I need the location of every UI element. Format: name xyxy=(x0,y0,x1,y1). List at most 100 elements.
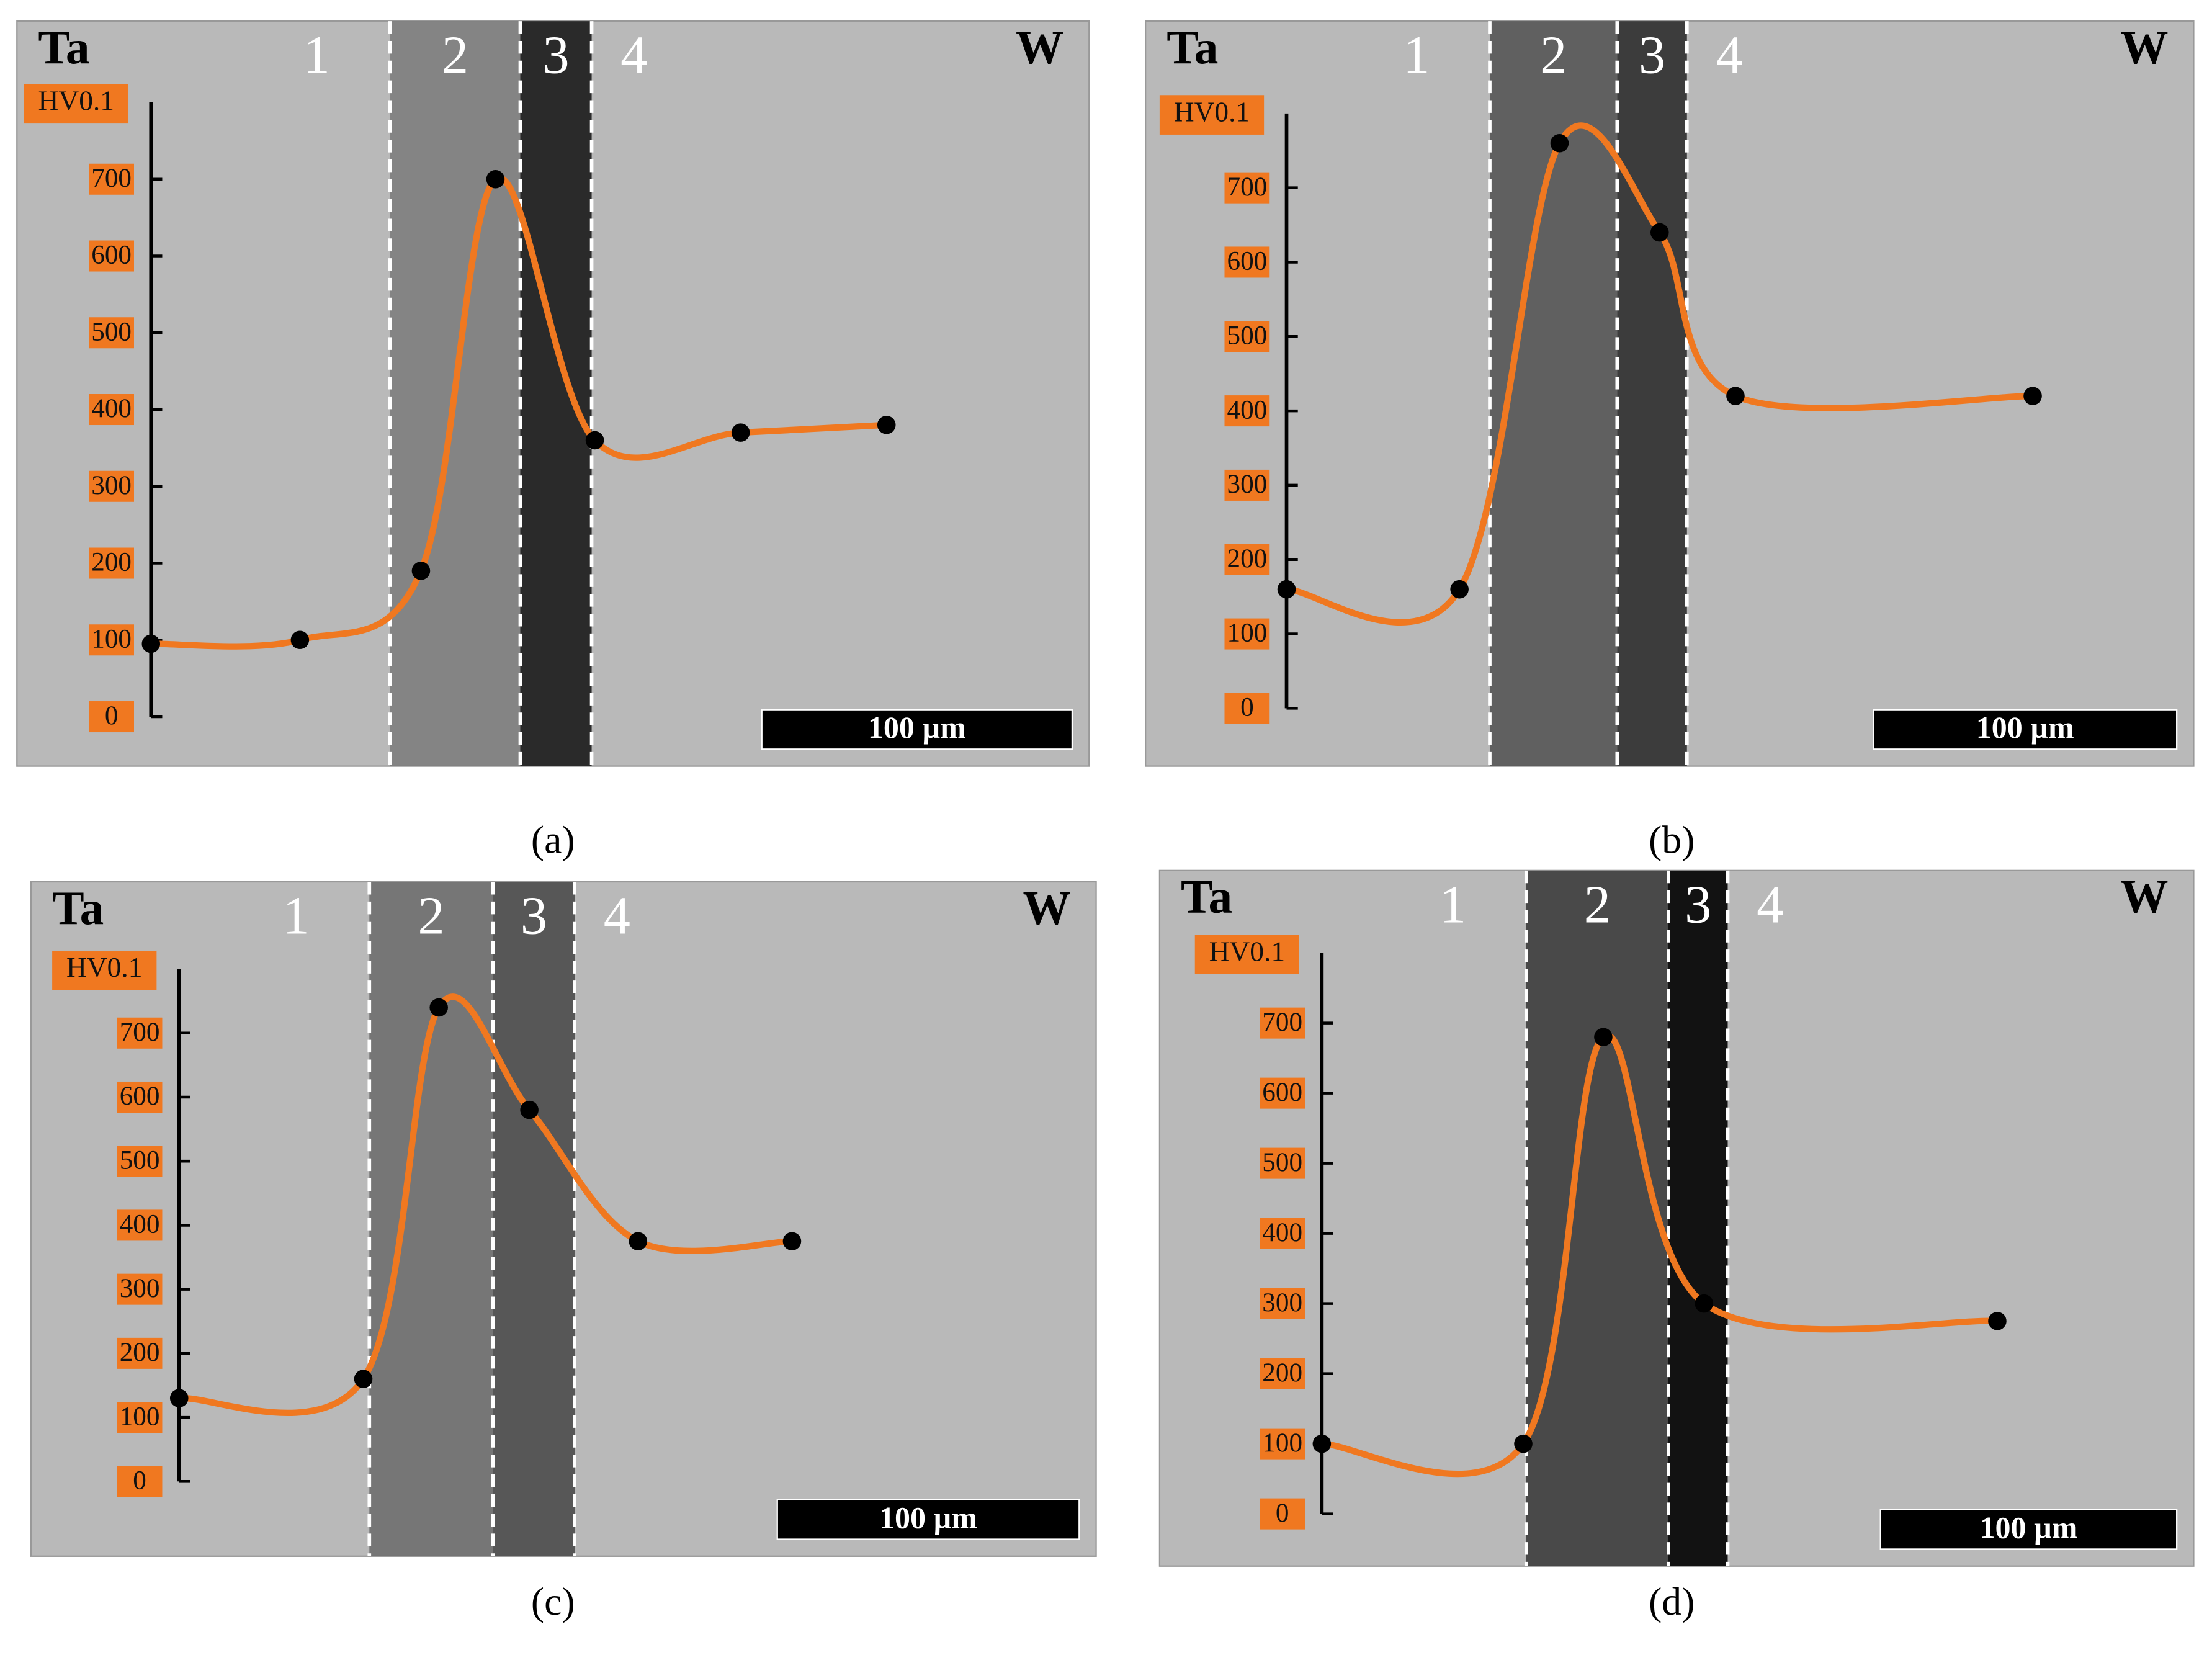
zone-label: 4 xyxy=(1757,874,1783,934)
tick-label-box xyxy=(89,163,134,195)
material-label: W xyxy=(1023,881,1070,935)
tick-label-box xyxy=(1224,172,1270,204)
tick-label-box xyxy=(1260,1077,1305,1109)
tick-label-box xyxy=(117,1337,163,1369)
scale-bar-label: 100 µm xyxy=(879,1500,977,1535)
tick-label-box xyxy=(89,240,134,272)
data-point xyxy=(429,998,448,1017)
scale-bar xyxy=(1873,709,2178,750)
material-label: Ta xyxy=(1181,870,1232,923)
y-tick-label: 400 xyxy=(91,394,132,423)
tick-label-box xyxy=(117,1466,163,1497)
tick-label-box xyxy=(1224,321,1270,352)
data-point xyxy=(877,415,896,434)
scale-bar-label: 100 µm xyxy=(1976,710,2074,745)
y-tick-label: 200 xyxy=(91,548,132,577)
y-tick-label: 700 xyxy=(120,1018,160,1047)
zone-2-region xyxy=(1526,870,1668,1566)
zone-label: 2 xyxy=(418,886,444,946)
data-point xyxy=(290,630,310,650)
tick-label-box xyxy=(1224,246,1270,278)
data-point xyxy=(354,1370,373,1388)
data-point xyxy=(520,1100,539,1119)
data-point xyxy=(1726,387,1745,405)
data-point xyxy=(782,1232,802,1251)
y-tick-label: 500 xyxy=(1262,1148,1302,1177)
zone-label: 1 xyxy=(282,886,309,946)
tick-label-box xyxy=(117,1402,163,1433)
y-label-box xyxy=(52,950,157,990)
data-point xyxy=(1450,580,1469,599)
data-point xyxy=(141,634,161,653)
data-point xyxy=(1514,1434,1533,1453)
scale-bar xyxy=(1879,1509,2178,1550)
zone-label: 4 xyxy=(604,886,630,946)
tick-label-box xyxy=(1260,1218,1305,1249)
tick-label-box xyxy=(117,1273,163,1305)
material-label: W xyxy=(1016,20,1063,74)
zone-label: 4 xyxy=(620,25,647,85)
zone-label: 1 xyxy=(1403,25,1430,85)
tick-label-box xyxy=(1260,1498,1305,1530)
y-tick-label: 600 xyxy=(1227,247,1267,276)
y-axis-label: HV0.1 xyxy=(1209,935,1286,967)
data-point xyxy=(2023,387,2042,405)
tick-label-box xyxy=(1224,618,1270,650)
material-label: W xyxy=(2120,20,2168,74)
tick-label-box xyxy=(1260,1428,1305,1460)
y-tick-label: 300 xyxy=(120,1274,160,1303)
zone-label: 1 xyxy=(303,25,330,85)
caption: (d) xyxy=(1649,1579,1695,1623)
y-tick-label: 300 xyxy=(1262,1288,1302,1317)
tick-label-box xyxy=(1260,1358,1305,1389)
zone-label: 3 xyxy=(542,25,569,85)
y-tick-label: 500 xyxy=(91,317,132,346)
y-tick-label: 400 xyxy=(120,1210,160,1239)
y-tick-label: 300 xyxy=(91,471,132,500)
data-point xyxy=(1695,1294,1714,1313)
y-tick-label: 0 xyxy=(1240,693,1254,722)
y-tick-label: 200 xyxy=(1227,544,1267,573)
y-tick-label: 700 xyxy=(1262,1008,1302,1037)
data-point xyxy=(411,562,431,580)
y-tick-label: 600 xyxy=(120,1082,160,1111)
y-tick-label: 0 xyxy=(1276,1499,1289,1528)
y-tick-label: 400 xyxy=(1262,1218,1302,1247)
scale-bar xyxy=(761,709,1073,750)
material-label: Ta xyxy=(38,20,89,74)
data-point xyxy=(629,1232,648,1251)
y-tick-label: 100 xyxy=(1227,619,1267,648)
zone-label: 1 xyxy=(1440,874,1466,934)
tick-label-box xyxy=(117,1081,163,1113)
tick-label-box xyxy=(89,701,134,733)
y-tick-label: 300 xyxy=(1227,470,1267,499)
y-tick-label: 500 xyxy=(1227,321,1267,350)
data-point xyxy=(585,431,604,450)
data-point xyxy=(169,1389,189,1407)
data-point xyxy=(1277,580,1296,599)
y-label-box xyxy=(1159,95,1265,135)
zone-label: 4 xyxy=(1716,25,1742,85)
tick-label-box xyxy=(1260,1007,1305,1039)
tick-label-box xyxy=(117,1146,163,1177)
caption: (b) xyxy=(1649,817,1695,861)
caption: (a) xyxy=(531,817,575,861)
zone-label: 2 xyxy=(442,25,468,85)
scale-bar-label: 100 µm xyxy=(1979,1510,2077,1545)
zone-3-region xyxy=(1617,21,1687,766)
scale-bar-label: 100 µm xyxy=(868,710,966,745)
zone-3-region xyxy=(520,21,592,766)
tick-label-box xyxy=(117,1017,163,1049)
tick-label-box xyxy=(1224,395,1270,427)
scale-bar xyxy=(776,1499,1080,1540)
tick-label-box xyxy=(1224,693,1270,724)
tick-label-box xyxy=(89,547,134,579)
data-point xyxy=(1594,1028,1613,1046)
tick-label-box xyxy=(89,394,134,426)
y-label-box xyxy=(1194,935,1299,974)
tick-label-box xyxy=(117,1209,163,1241)
zone-2-region xyxy=(369,882,493,1556)
tick-label-box xyxy=(89,317,134,349)
zone-label: 3 xyxy=(1639,25,1665,85)
y-tick-label: 200 xyxy=(120,1338,160,1367)
